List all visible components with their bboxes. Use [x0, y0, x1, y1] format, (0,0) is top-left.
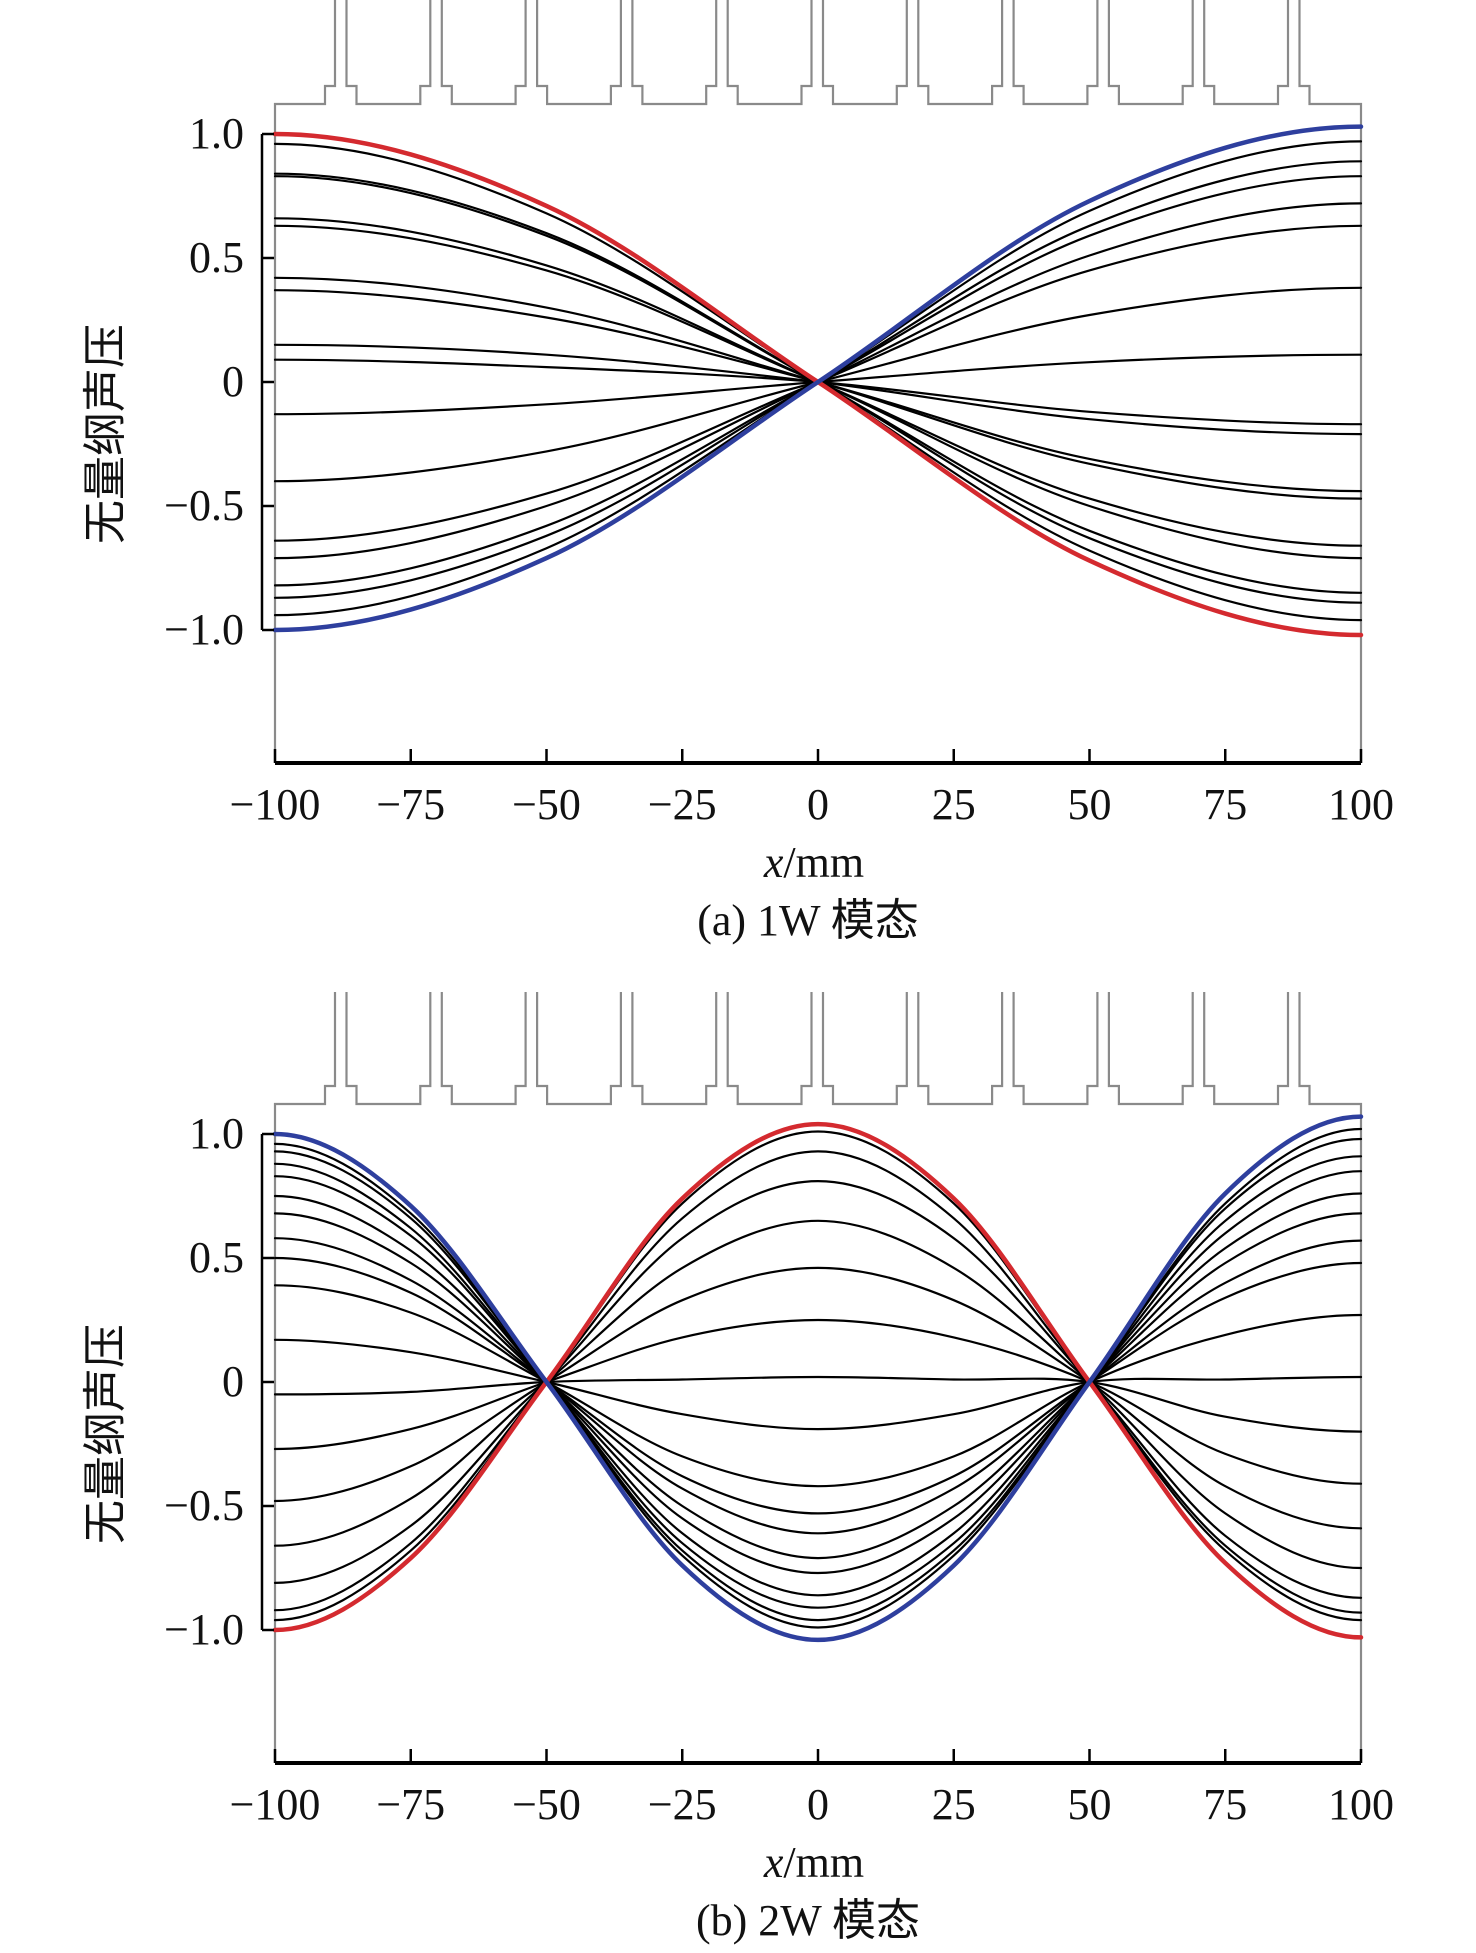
x-tick-label: −25: [648, 1780, 717, 1829]
series-line-black: [273, 1170, 1363, 1597]
series-line-black: [273, 1130, 1363, 1622]
series-line-red: [272, 1121, 1364, 1640]
x-tick-label: −75: [376, 780, 445, 829]
x-axis-variable: x: [763, 838, 784, 887]
series-line-black: [273, 1375, 1363, 1433]
y-tick-label: −1.0: [164, 605, 244, 654]
series-line-black: [273, 1179, 1363, 1599]
y-tick-label: 0.5: [189, 233, 244, 282]
series-line-black: [273, 224, 1363, 547]
x-axis-label: x/mm: [763, 1838, 864, 1887]
series-line-blue: [272, 124, 1364, 633]
series-line-black: [273, 1256, 1363, 1515]
x-tick-label: −50: [512, 780, 581, 829]
x-tick-label: 25: [932, 780, 976, 829]
series-line-black: [273, 217, 1363, 560]
series-line-black: [273, 1284, 1363, 1488]
series-line-black: [273, 1192, 1363, 1575]
x-tick-label: 25: [932, 1780, 976, 1829]
x-tick-label: 75: [1203, 1780, 1247, 1829]
series-line-black: [273, 1237, 1363, 1535]
y-axis-label: 无量纲声压: [81, 324, 130, 544]
series-line-black: [273, 358, 1363, 426]
series-line-black: [273, 276, 1363, 500]
y-tick-label: −0.5: [164, 1481, 244, 1530]
x-tick-label: −100: [230, 1780, 321, 1829]
series-line-black: [273, 1318, 1363, 1485]
y-tick-label: −0.5: [164, 481, 244, 530]
panel-caption: (b) 2W 模态: [696, 1896, 920, 1945]
y-axis-label: 无量纲声压: [81, 1324, 130, 1544]
x-tick-label: 0: [807, 780, 829, 829]
x-tick-label: −25: [648, 780, 717, 829]
x-tick-label: −50: [512, 1780, 581, 1829]
x-tick-label: 100: [1328, 780, 1394, 829]
series-line-black: [273, 1127, 1363, 1629]
structure-outline: [273, 992, 1363, 1763]
y-tick-label: 0: [222, 1357, 244, 1406]
panel-1w-mode: 1.0 0.5 0 −0.5 −1.0 −100 −75 −50 −25 0 25 50 75 100 x/…: [81, 0, 1394, 945]
structure-outline: [273, 0, 1363, 763]
y-tick-label: 0.5: [189, 1233, 244, 1282]
x-tick-label: 50: [1068, 780, 1112, 829]
y-tick-label: 1.0: [189, 109, 244, 158]
x-axis-unit: /mm: [783, 838, 864, 887]
series-line-black: [273, 1155, 1363, 1609]
x-axis-variable: x: [763, 1838, 784, 1887]
x-tick-label: 0: [807, 1780, 829, 1829]
x-axis-label: x/mm: [763, 838, 864, 887]
y-tick-label: −1.0: [164, 1605, 244, 1654]
series-line-blue: [272, 1114, 1364, 1643]
series-line-black: [273, 1219, 1363, 1570]
x-axis-unit: /mm: [783, 1838, 864, 1887]
x-tick-label: 100: [1328, 1780, 1394, 1829]
series-line-black: [273, 1137, 1363, 1622]
series-line-black: [273, 1266, 1363, 1530]
y-tick-label: 1.0: [189, 1109, 244, 1158]
x-tick-label: 50: [1068, 1780, 1112, 1829]
series-line-black: [273, 1338, 1363, 1431]
series-line-black: [273, 1212, 1363, 1560]
panel-2w-mode: 1.0 0.5 0 −0.5 −1.0 −100 −75 −50 −25 0 25 50 75 100 x/…: [81, 992, 1394, 1945]
series-line-black: [273, 1150, 1363, 1614]
series-line-black: [273, 140, 1363, 617]
panel-caption: (a) 1W 模态: [697, 896, 919, 945]
x-tick-label: 75: [1203, 780, 1247, 829]
x-tick-label: −75: [376, 1780, 445, 1829]
series-line-black: [273, 289, 1363, 493]
x-tick-label: −100: [230, 780, 321, 829]
y-tick-label: 0: [222, 357, 244, 406]
